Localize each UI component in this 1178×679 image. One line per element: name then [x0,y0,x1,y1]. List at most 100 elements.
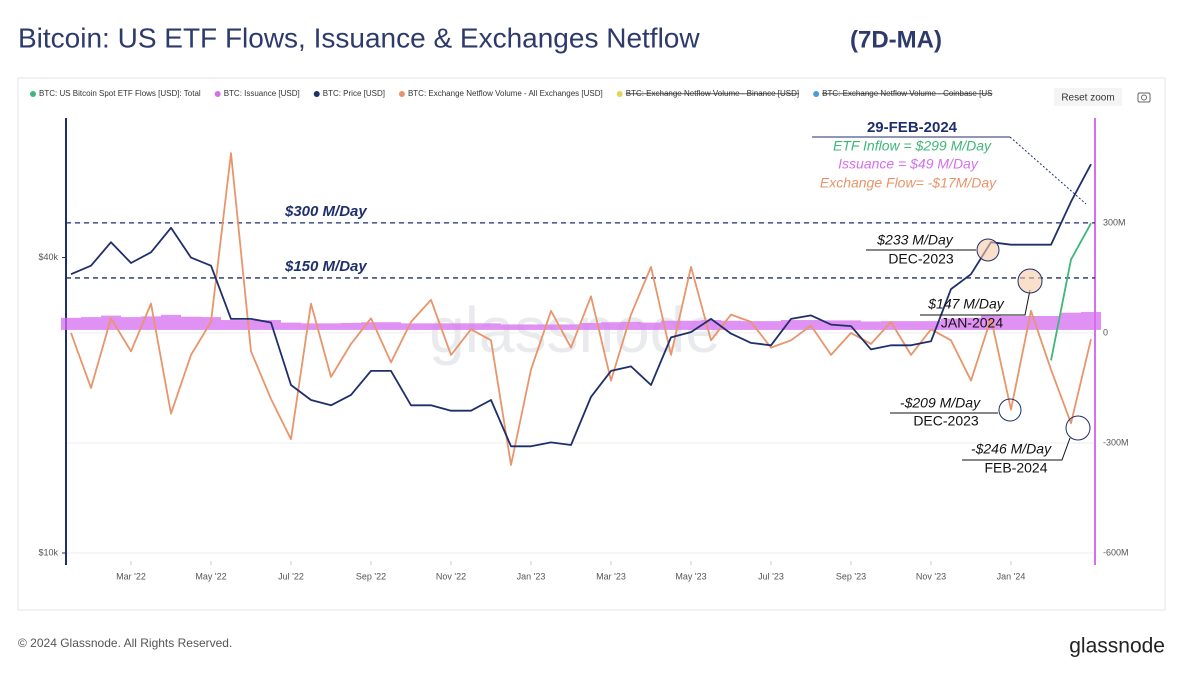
legend-item[interactable]: BTC: Price [USD] [313,89,385,98]
issuance-bar [381,322,401,330]
callout-circle [1017,268,1043,294]
legend-label[interactable]: BTC: US Bitcoin Spot ETF Flows [USD]: To… [39,89,201,98]
legend-item[interactable]: BTC: US Bitcoin Spot ETF Flows [USD]: To… [30,89,201,98]
x-tick-label: Nov '22 [436,571,466,581]
callout-date: DEC-2023 [913,413,979,429]
issuance-bar [741,321,761,330]
issuance-bar [861,321,881,330]
issuance-bar [1081,311,1101,330]
reset-zoom-button[interactable] [1054,88,1122,106]
y2-tick-label: 0 [1103,327,1108,337]
chart-subtitle: (7D-MA) [850,26,942,53]
legend-swatch[interactable] [616,91,623,97]
series-line [1050,222,1092,361]
issuance-bar [121,317,141,330]
x-tick-label: Jul '22 [278,571,304,581]
annotation-block: 29-FEB-2024 ETF Inflow = $299 M/Day Issu… [812,119,1087,205]
legend-label[interactable]: BTC: Price [USD] [323,89,385,98]
y2-tick-label: -600M [1103,547,1129,557]
logo: glassnode [1069,635,1165,658]
x-tick-label: Sep '23 [836,571,866,581]
issuance-bar [521,324,541,330]
plot-layer: -600M -300M 0 300M $10k $40k Mar '22 May '22 Jul… [30,89,1129,581]
issuance-bar [441,323,461,330]
x-tick-label: Nov '23 [916,571,946,581]
callout-rule [920,289,1031,316]
issuance-bar [781,320,801,330]
legend-swatch[interactable] [813,91,820,97]
issuance-bar [561,324,581,330]
x-tick-label: Jan '24 [997,571,1026,581]
legend-label[interactable]: BTC: Exchange Netflow Volume - All Excha… [408,89,603,98]
callout-rule [962,437,1071,461]
issuance-bar [361,322,381,330]
annotation-exchange: Exchange Flow= -$17M/Day [820,175,997,191]
x-tick-label: May '22 [195,571,226,581]
issuance-bar [301,323,321,330]
legend-swatch[interactable] [30,91,36,97]
callout-circle [976,238,1000,262]
issuance-bar [401,323,421,330]
reference-label: $150 M/Day [284,258,367,275]
issuance-bar [161,314,181,330]
x-tick-label: Jul '23 [758,571,784,581]
y2-tick-label: 300M [1103,217,1126,227]
issuance-bar [461,323,481,330]
annotation-date: 29-FEB-2024 [867,119,958,136]
legend-label[interactable]: BTC: Exchange Netflow Volume - Binance [… [626,89,799,98]
x-tick-label: Jan '23 [517,571,546,581]
callout-circle [998,398,1022,422]
issuance-bar [341,322,361,330]
x-tick-label: Mar '23 [596,571,626,581]
issuance-bar [961,317,981,330]
y-tick-label: $40k [38,252,58,262]
issuance-bar [181,316,201,330]
callout-circle [1065,415,1091,441]
issuance-bar [601,322,621,330]
issuance-bar [281,322,301,330]
legend-swatch[interactable] [313,91,320,97]
legend-item[interactable]: BTC: Exchange Netflow Volume - Binance [… [616,89,799,98]
chart-frame [17,77,1166,611]
issuance-bar [981,315,1001,330]
issuance-bar [841,320,861,330]
callout-value: -$246 M/Day [971,441,1052,457]
issuance-bar [721,320,741,330]
legend-swatch[interactable] [398,91,405,97]
legend-item[interactable]: BTC: Exchange Netflow Volume - Coinbase … [813,89,992,98]
camera-body[interactable] [1137,92,1151,103]
reference-label: $300 M/Day [284,203,367,220]
legend-swatch[interactable] [214,91,221,97]
x-tick-label: Mar '22 [116,571,146,581]
callout-value: $233 M/Day [876,232,953,248]
annotation-etf: ETF Inflow = $299 M/Day [833,138,992,154]
issuance-bar [421,323,441,330]
legend-label[interactable]: BTC: Exchange Netflow Volume - Coinbase … [822,89,992,98]
chart-title: Bitcoin: US ETF Flows, Issuance & Exchan… [18,22,700,53]
y2-tick-label: -300M [1103,437,1129,447]
camera-lens[interactable] [1141,94,1147,101]
camera-icon[interactable] [1137,92,1151,103]
x-tick-label: Sep '22 [356,571,386,581]
issuance-bar [221,320,241,330]
legend-item[interactable]: BTC: Exchange Netflow Volume - All Excha… [398,89,603,98]
footer: © 2024 Glassnode. All Rights Reserved. [18,636,232,650]
issuance-bar [481,323,501,330]
issuance-bar [661,320,681,330]
issuance-bar [61,317,81,330]
series-line [70,152,1092,466]
x-tick-label: May '23 [675,571,706,581]
legend-item[interactable]: BTC: Issuance [USD] [214,89,300,98]
issuance-bar [321,323,341,330]
reset-zoom-label[interactable]: Reset zoom [1061,93,1114,104]
callout-date: FEB-2024 [984,460,1047,476]
issuance-bar [581,322,601,330]
legend-label[interactable]: BTC: Issuance [USD] [224,89,300,98]
issuance-bar [1021,315,1041,330]
series-line [70,163,1092,448]
issuance-bar [621,321,641,330]
issuance-bar [1061,312,1081,330]
annotation-pointer [1009,136,1087,205]
